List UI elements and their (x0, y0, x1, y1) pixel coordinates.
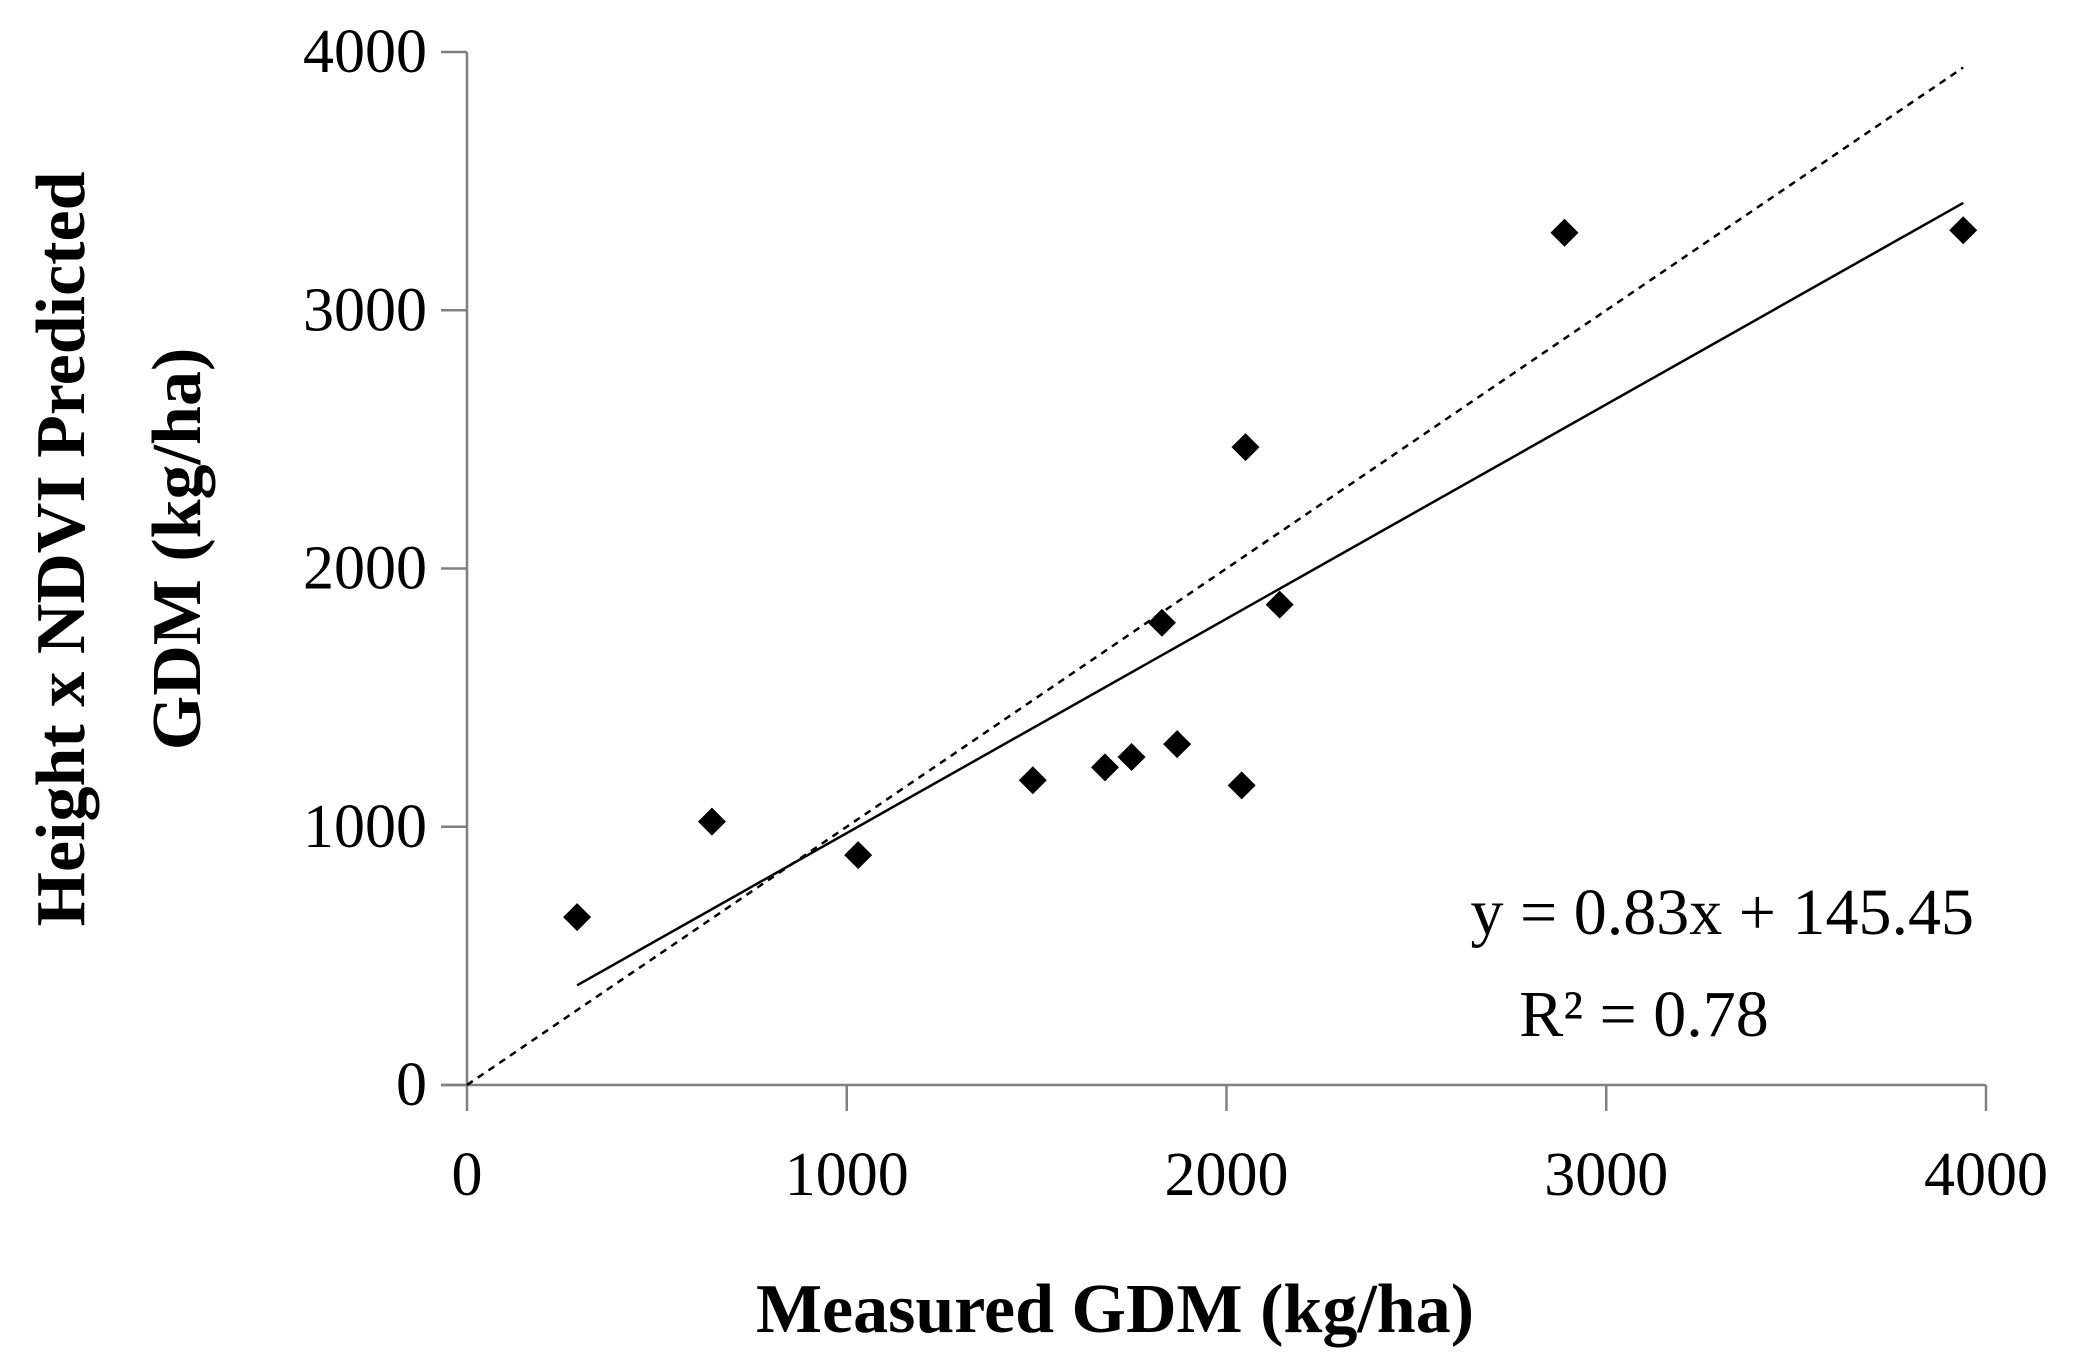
data-point-diamond (563, 903, 592, 932)
data-point-diamond (1949, 216, 1978, 245)
x-tick-label: 0 (452, 1141, 483, 1209)
x-tick-label: 2000 (1165, 1141, 1289, 1209)
fit-lines (466, 66, 1964, 1087)
axes (441, 50, 1988, 1111)
data-point-diamond (844, 841, 873, 870)
data-point-diamond (1147, 608, 1176, 637)
y-tick-label: 0 (396, 1051, 427, 1119)
data-point-diamond (697, 807, 726, 836)
x-tick-label: 1000 (785, 1141, 909, 1209)
data-point-diamond (1018, 766, 1047, 795)
one-to-one-line (466, 66, 1964, 1087)
data-point-diamond (1265, 590, 1294, 619)
x-tick-label: 4000 (1924, 1141, 2048, 1209)
data-point-diamond (1117, 743, 1146, 772)
data-point-diamond (1090, 753, 1119, 782)
data-point-diamond (1163, 730, 1192, 759)
r-squared-label: R² = 0.78 (1519, 978, 1769, 1051)
y-tick-label: 3000 (303, 276, 427, 344)
y-tick-label: 4000 (303, 18, 427, 86)
regression-trendline (576, 201, 1964, 987)
y-axis-title-line2: GDM (kg/ha) (139, 348, 216, 751)
y-axis-title-line1: Height x NDVI Predicted (23, 171, 100, 926)
x-axis-title: Measured GDM (kg/ha) (756, 1271, 1474, 1348)
y-tick-label: 2000 (303, 535, 427, 603)
data-point-diamond (1550, 218, 1579, 247)
tick-labels: 0 1000 2000 3000 4000 0 1000 2000 3000 4000 (303, 18, 2048, 1209)
y-tick-label: 1000 (303, 793, 427, 861)
data-point-diamond (1231, 433, 1260, 462)
trendline-equation: y = 0.83x + 145.45 (1471, 876, 1974, 949)
data-point-diamond (1227, 771, 1256, 800)
data-points (563, 216, 1978, 932)
x-tick-label: 3000 (1544, 1141, 1668, 1209)
